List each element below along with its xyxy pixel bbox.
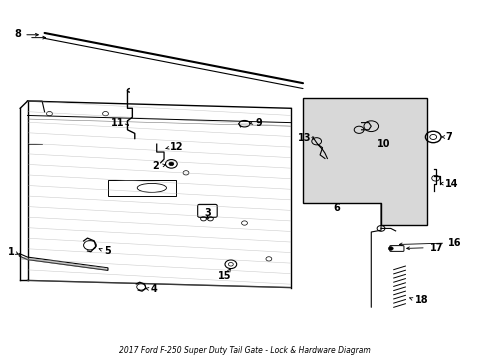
- Text: 1: 1: [8, 247, 15, 257]
- Text: 8: 8: [14, 29, 21, 39]
- Text: 12: 12: [170, 142, 183, 152]
- Text: 17: 17: [429, 243, 443, 253]
- Circle shape: [387, 247, 392, 250]
- Text: 6: 6: [332, 203, 339, 213]
- Polygon shape: [303, 98, 427, 225]
- Text: 13: 13: [298, 133, 311, 143]
- Text: 2: 2: [152, 161, 159, 171]
- Text: 14: 14: [445, 179, 458, 189]
- Text: 16: 16: [447, 238, 461, 248]
- Text: 7: 7: [445, 132, 451, 142]
- Text: 10: 10: [376, 139, 390, 149]
- Text: 18: 18: [414, 295, 428, 305]
- Text: 4: 4: [151, 284, 157, 294]
- Bar: [108, 180, 176, 196]
- Text: 2017 Ford F-250 Super Duty Tail Gate - Lock & Hardware Diagram: 2017 Ford F-250 Super Duty Tail Gate - L…: [119, 346, 369, 355]
- Text: 11: 11: [110, 118, 124, 128]
- Text: 9: 9: [255, 118, 262, 128]
- Text: 15: 15: [218, 271, 231, 282]
- Circle shape: [168, 162, 173, 166]
- Text: 5: 5: [104, 246, 111, 256]
- Text: 3: 3: [204, 208, 211, 218]
